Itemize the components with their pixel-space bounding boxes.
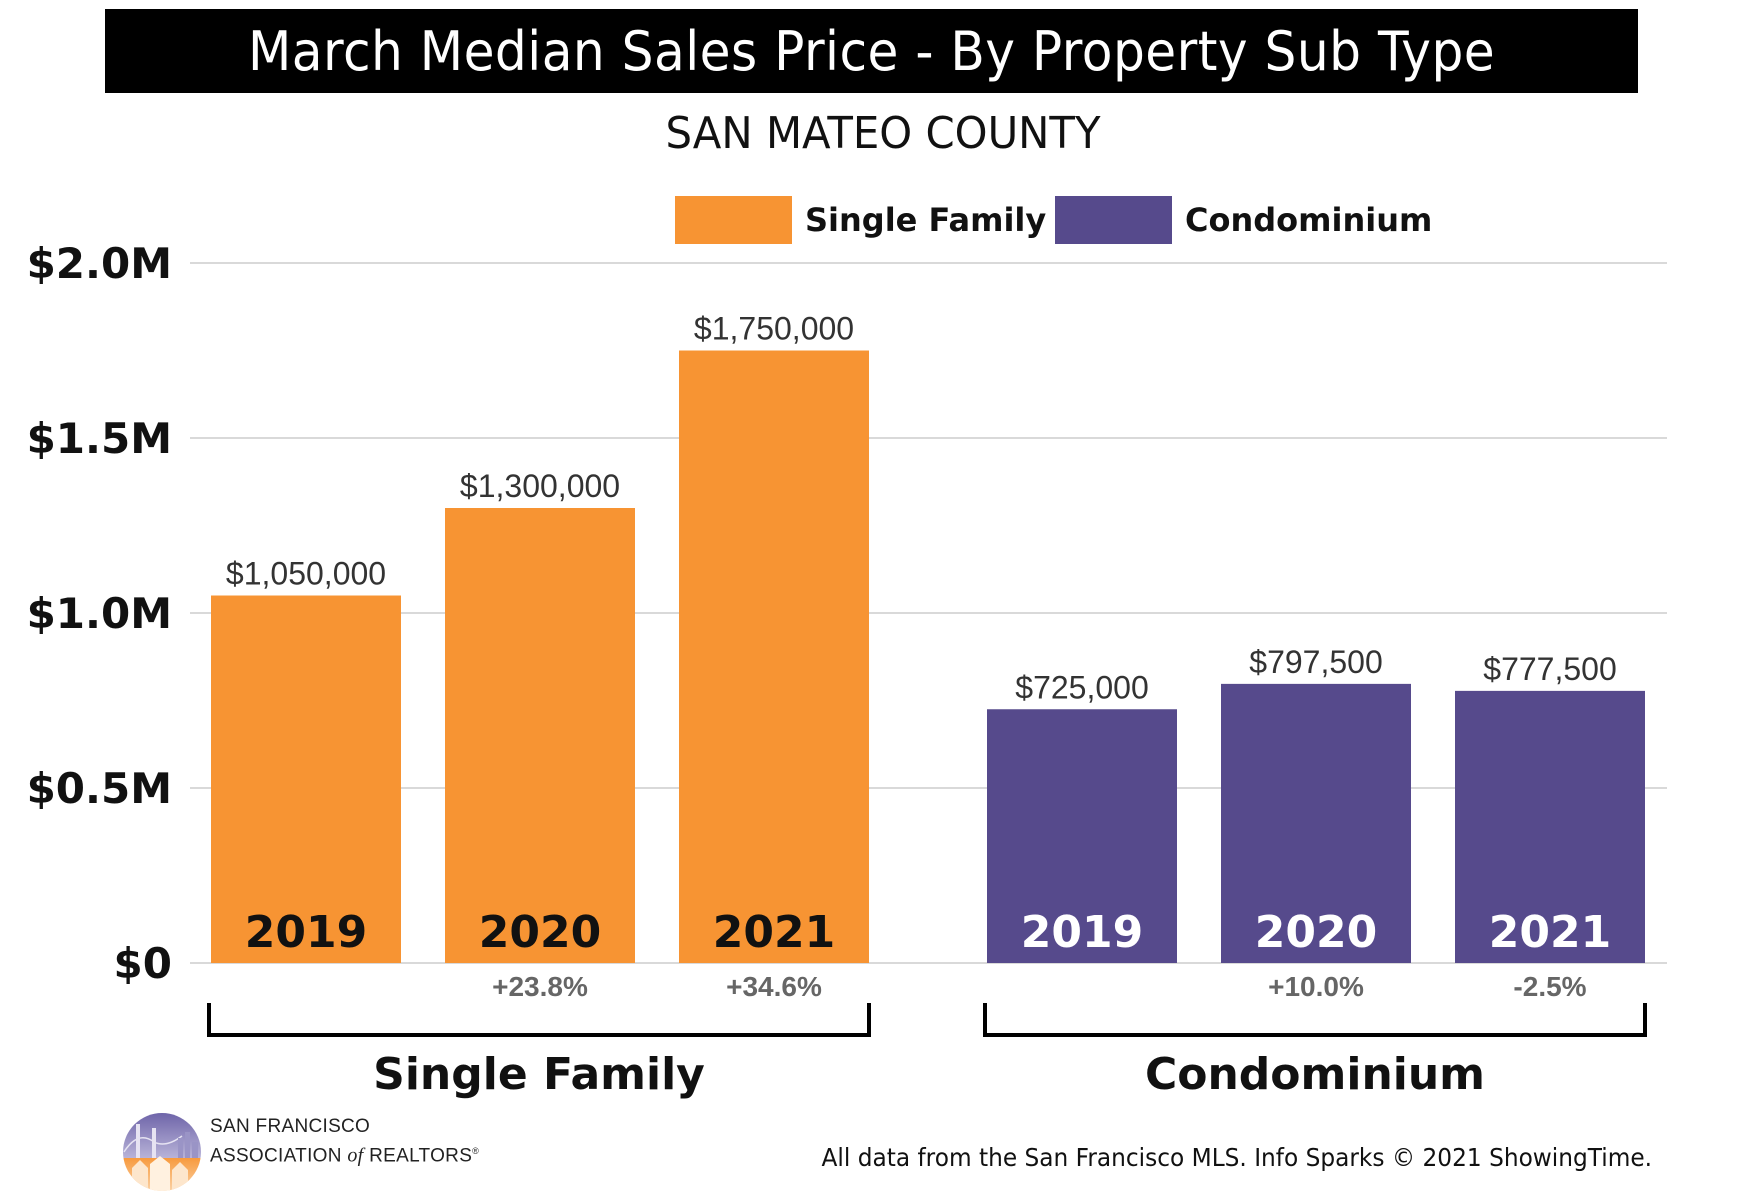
percent-change-label: +10.0% xyxy=(1268,971,1364,1002)
legend-item-condominium: Condominium xyxy=(1055,196,1432,244)
bar-year-label: 2020 xyxy=(1255,907,1377,958)
chart-subtitle: SAN MATEO COUNTY xyxy=(665,108,1101,159)
gridlines xyxy=(190,262,1667,964)
bar-value-label: $1,750,000 xyxy=(694,311,854,347)
y-tick-label: $1.5M xyxy=(27,414,172,463)
bar xyxy=(1455,690,1645,963)
group-label: Single Family xyxy=(373,1049,705,1100)
bar-year-label: 2019 xyxy=(1021,907,1143,958)
bar xyxy=(211,595,401,963)
group-bracket xyxy=(207,1003,871,1037)
bar-year-label: 2021 xyxy=(1489,907,1611,958)
bar-year-label: 2019 xyxy=(245,907,367,958)
bar-value-label: $777,500 xyxy=(1483,651,1616,687)
bar xyxy=(679,350,869,963)
group-label: Condominium xyxy=(1145,1049,1485,1100)
org-name-line1: SAN FRANCISCO xyxy=(210,1116,371,1137)
legend-swatch-condominium xyxy=(1055,196,1172,244)
legend-label-single-family: Single Family xyxy=(805,201,1047,239)
bars: $1,050,000 2019 $1,300,000 2020 +23.8% $1,750… xyxy=(211,311,1645,1002)
group-bracket xyxy=(983,1003,1647,1037)
sfar-logo-icon xyxy=(123,1113,201,1191)
bar xyxy=(445,508,635,963)
legend-swatch-single-family xyxy=(675,196,792,244)
y-tick-label: $1.0M xyxy=(27,589,172,638)
title-bar: March Median Sales Price - By Property S… xyxy=(105,9,1638,93)
org-name: SAN FRANCISCO ASSOCIATION of REALTORS® xyxy=(210,1115,479,1168)
y-tick-label: $2.0M xyxy=(27,239,172,288)
bar-year-label: 2020 xyxy=(479,907,601,958)
y-tick-label: $0 xyxy=(114,939,172,988)
bar-value-label: $1,050,000 xyxy=(226,556,386,592)
legend-item-single-family: Single Family xyxy=(675,196,1046,244)
legend-label-condominium: Condominium xyxy=(1185,201,1433,239)
chart-title: March Median Sales Price - By Property S… xyxy=(247,19,1496,83)
bar-value-label: $797,500 xyxy=(1249,644,1382,680)
source-note: All data from the San Francisco MLS. Inf… xyxy=(821,1143,1652,1172)
bar-value-label: $1,300,000 xyxy=(460,468,620,504)
y-tick-label: $0.5M xyxy=(27,764,172,813)
bar xyxy=(1221,683,1411,963)
bar-value-label: $725,000 xyxy=(1015,669,1148,705)
percent-change-label: +23.8% xyxy=(492,971,588,1002)
bar xyxy=(987,709,1177,963)
group-brackets: Single Family Condominium xyxy=(207,1003,1647,1100)
y-axis-ticks: $0 $0.5M $1.0M $1.5M $2.0M xyxy=(27,239,172,988)
percent-change-label: +34.6% xyxy=(726,971,822,1002)
bar-year-label: 2021 xyxy=(713,907,835,958)
org-name-line2: ASSOCIATION of REALTORS® xyxy=(210,1144,480,1167)
percent-change-label: -2.5% xyxy=(1513,971,1586,1002)
